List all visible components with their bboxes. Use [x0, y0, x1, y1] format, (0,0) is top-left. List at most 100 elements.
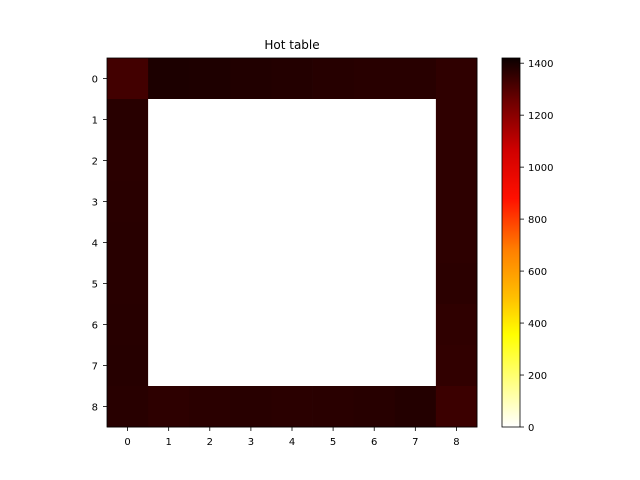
heatmap-cell-r5-c0	[107, 263, 149, 305]
heatmap-cell-r2-c6	[353, 140, 396, 182]
heatmap-cell-r6-c7	[394, 304, 437, 346]
heatmap-cell-r7-c4	[271, 345, 313, 387]
heatmap-cell-r2-c7	[394, 140, 437, 182]
heatmap-cell-r0-c7	[394, 58, 437, 100]
heatmap-cell-r1-c8	[435, 99, 478, 141]
heatmap-cell-r4-c3	[230, 222, 272, 264]
heatmap-cell-r2-c1	[148, 140, 190, 182]
heatmap-cell-r3-c7	[394, 181, 437, 223]
y-tick-label: 5	[92, 280, 98, 291]
heatmap-cell-r7-c3	[230, 345, 272, 387]
x-tick-label: 1	[165, 437, 171, 448]
heatmap-cell-r1-c3	[230, 99, 272, 141]
colorbar-tick-label: 200	[528, 371, 547, 382]
colorbar-ticks: 0 200 400 600 800 1000 1200 1400	[520, 59, 553, 434]
heatmap-cell-r1-c4	[271, 99, 313, 141]
heatmap-cell-r1-c5	[312, 99, 355, 141]
heatmap-cell-r5-c7	[394, 263, 437, 305]
heatmap-cell-r1-c2	[189, 99, 231, 141]
y-tick-label: 6	[92, 321, 98, 332]
colorbar-tick-label: 1000	[528, 163, 553, 174]
heatmap-cell-r3-c4	[271, 181, 313, 223]
heatmap-cell-r0-c6	[353, 58, 396, 100]
heatmap-cell-r2-c8	[435, 140, 478, 182]
x-tick-label: 2	[207, 437, 213, 448]
heatmap-cell-r7-c5	[312, 345, 355, 387]
heatmap-cell-r4-c8	[435, 222, 478, 264]
heatmap-cell-r3-c2	[189, 181, 231, 223]
heatmap-cell-r5-c4	[271, 263, 313, 305]
heatmap-cell-r0-c3	[230, 58, 272, 100]
heatmap-cell-r5-c1	[148, 263, 190, 305]
heatmap-cell-r1-c1	[148, 99, 190, 141]
heatmap-cell-r1-c0	[107, 99, 149, 141]
heatmap-cell-r0-c5	[312, 58, 355, 100]
heatmap-cell-r6-c1	[148, 304, 190, 346]
heatmap-cell-r3-c6	[353, 181, 396, 223]
y-tick-label: 2	[92, 157, 98, 168]
heatmap-cell-r2-c2	[189, 140, 231, 182]
heatmap-cell-r7-c7	[394, 345, 437, 387]
heatmap-cell-r5-c8	[435, 263, 478, 305]
heatmap-cell-r1-c7	[394, 99, 437, 141]
heatmap-cell-r6-c8	[435, 304, 478, 346]
heatmap-cell-r3-c1	[148, 181, 190, 223]
x-tick-label: 7	[412, 437, 418, 448]
heatmap-cell-r8-c6	[353, 386, 396, 428]
heatmap-cell-r2-c5	[312, 140, 355, 182]
y-axis-ticks: 0 1 2 3 4 5 6 7 8	[92, 75, 107, 414]
heatmap-cell-r7-c0	[107, 345, 149, 387]
heatmap-cell-r3-c3	[230, 181, 272, 223]
heatmap-cell-r7-c1	[148, 345, 190, 387]
colorbar-tick-label: 400	[528, 319, 547, 330]
colorbar-tick-label: 1200	[528, 111, 553, 122]
colorbar: 0 200 400 600 800 1000 1200 1400	[501, 57, 553, 434]
heatmap-cell-r0-c2	[189, 58, 231, 100]
heatmap-cell-r4-c7	[394, 222, 437, 264]
heatmap-cell-r6-c3	[230, 304, 272, 346]
heatmap-cell-r3-c8	[435, 181, 478, 223]
x-tick-label: 8	[453, 437, 459, 448]
heatmap-cells	[107, 58, 478, 428]
heatmap-cell-r2-c4	[271, 140, 313, 182]
heatmap-cell-r3-c0	[107, 181, 149, 223]
y-tick-label: 0	[92, 75, 98, 86]
y-tick-label: 8	[92, 403, 98, 414]
heatmap-cell-r0-c4	[271, 58, 313, 100]
y-tick-label: 3	[92, 198, 98, 209]
heatmap-cell-r4-c6	[353, 222, 396, 264]
plot-frame	[106, 57, 478, 428]
heatmap-cell-r7-c2	[189, 345, 231, 387]
heatmap-cell-r4-c5	[312, 222, 355, 264]
heatmap-cell-r8-c3	[230, 386, 272, 428]
heatmap-cell-r8-c1	[148, 386, 190, 428]
heatmap-cell-r7-c8	[435, 345, 478, 387]
y-tick-label: 7	[92, 362, 98, 373]
chart-title: Hot table	[264, 38, 319, 52]
x-tick-label: 5	[330, 437, 336, 448]
heatmap-cell-r8-c2	[189, 386, 231, 428]
heatmap-cell-r5-c3	[230, 263, 272, 305]
colorbar-tick-label: 800	[528, 215, 547, 226]
colorbar-tick-label: 600	[528, 267, 547, 278]
y-tick-label: 1	[92, 116, 98, 127]
heatmap-cell-r6-c4	[271, 304, 313, 346]
heatmap-cell-r0-c8	[435, 58, 478, 100]
heatmap-cell-r2-c3	[230, 140, 272, 182]
colorbar-tick-label: 1400	[528, 59, 553, 70]
heatmap-cell-r8-c4	[271, 386, 313, 428]
heatmap-cell-r5-c6	[353, 263, 396, 305]
heatmap-cell-r8-c0	[107, 386, 149, 428]
heatmap-cell-r4-c4	[271, 222, 313, 264]
heatmap-cell-r0-c1	[148, 58, 190, 100]
x-axis-ticks: 0 1 2 3 4 5 6 7 8	[124, 427, 460, 448]
heatmap-cell-r4-c0	[107, 222, 149, 264]
heatmap-cell-r5-c2	[189, 263, 231, 305]
y-tick-label: 4	[92, 239, 98, 250]
heatmap-cell-r5-c5	[312, 263, 355, 305]
heatmap-cell-r1-c6	[353, 99, 396, 141]
x-tick-label: 4	[289, 437, 295, 448]
heatmap-cell-r0-c0	[107, 58, 149, 100]
heatmap-cell-r6-c5	[312, 304, 355, 346]
